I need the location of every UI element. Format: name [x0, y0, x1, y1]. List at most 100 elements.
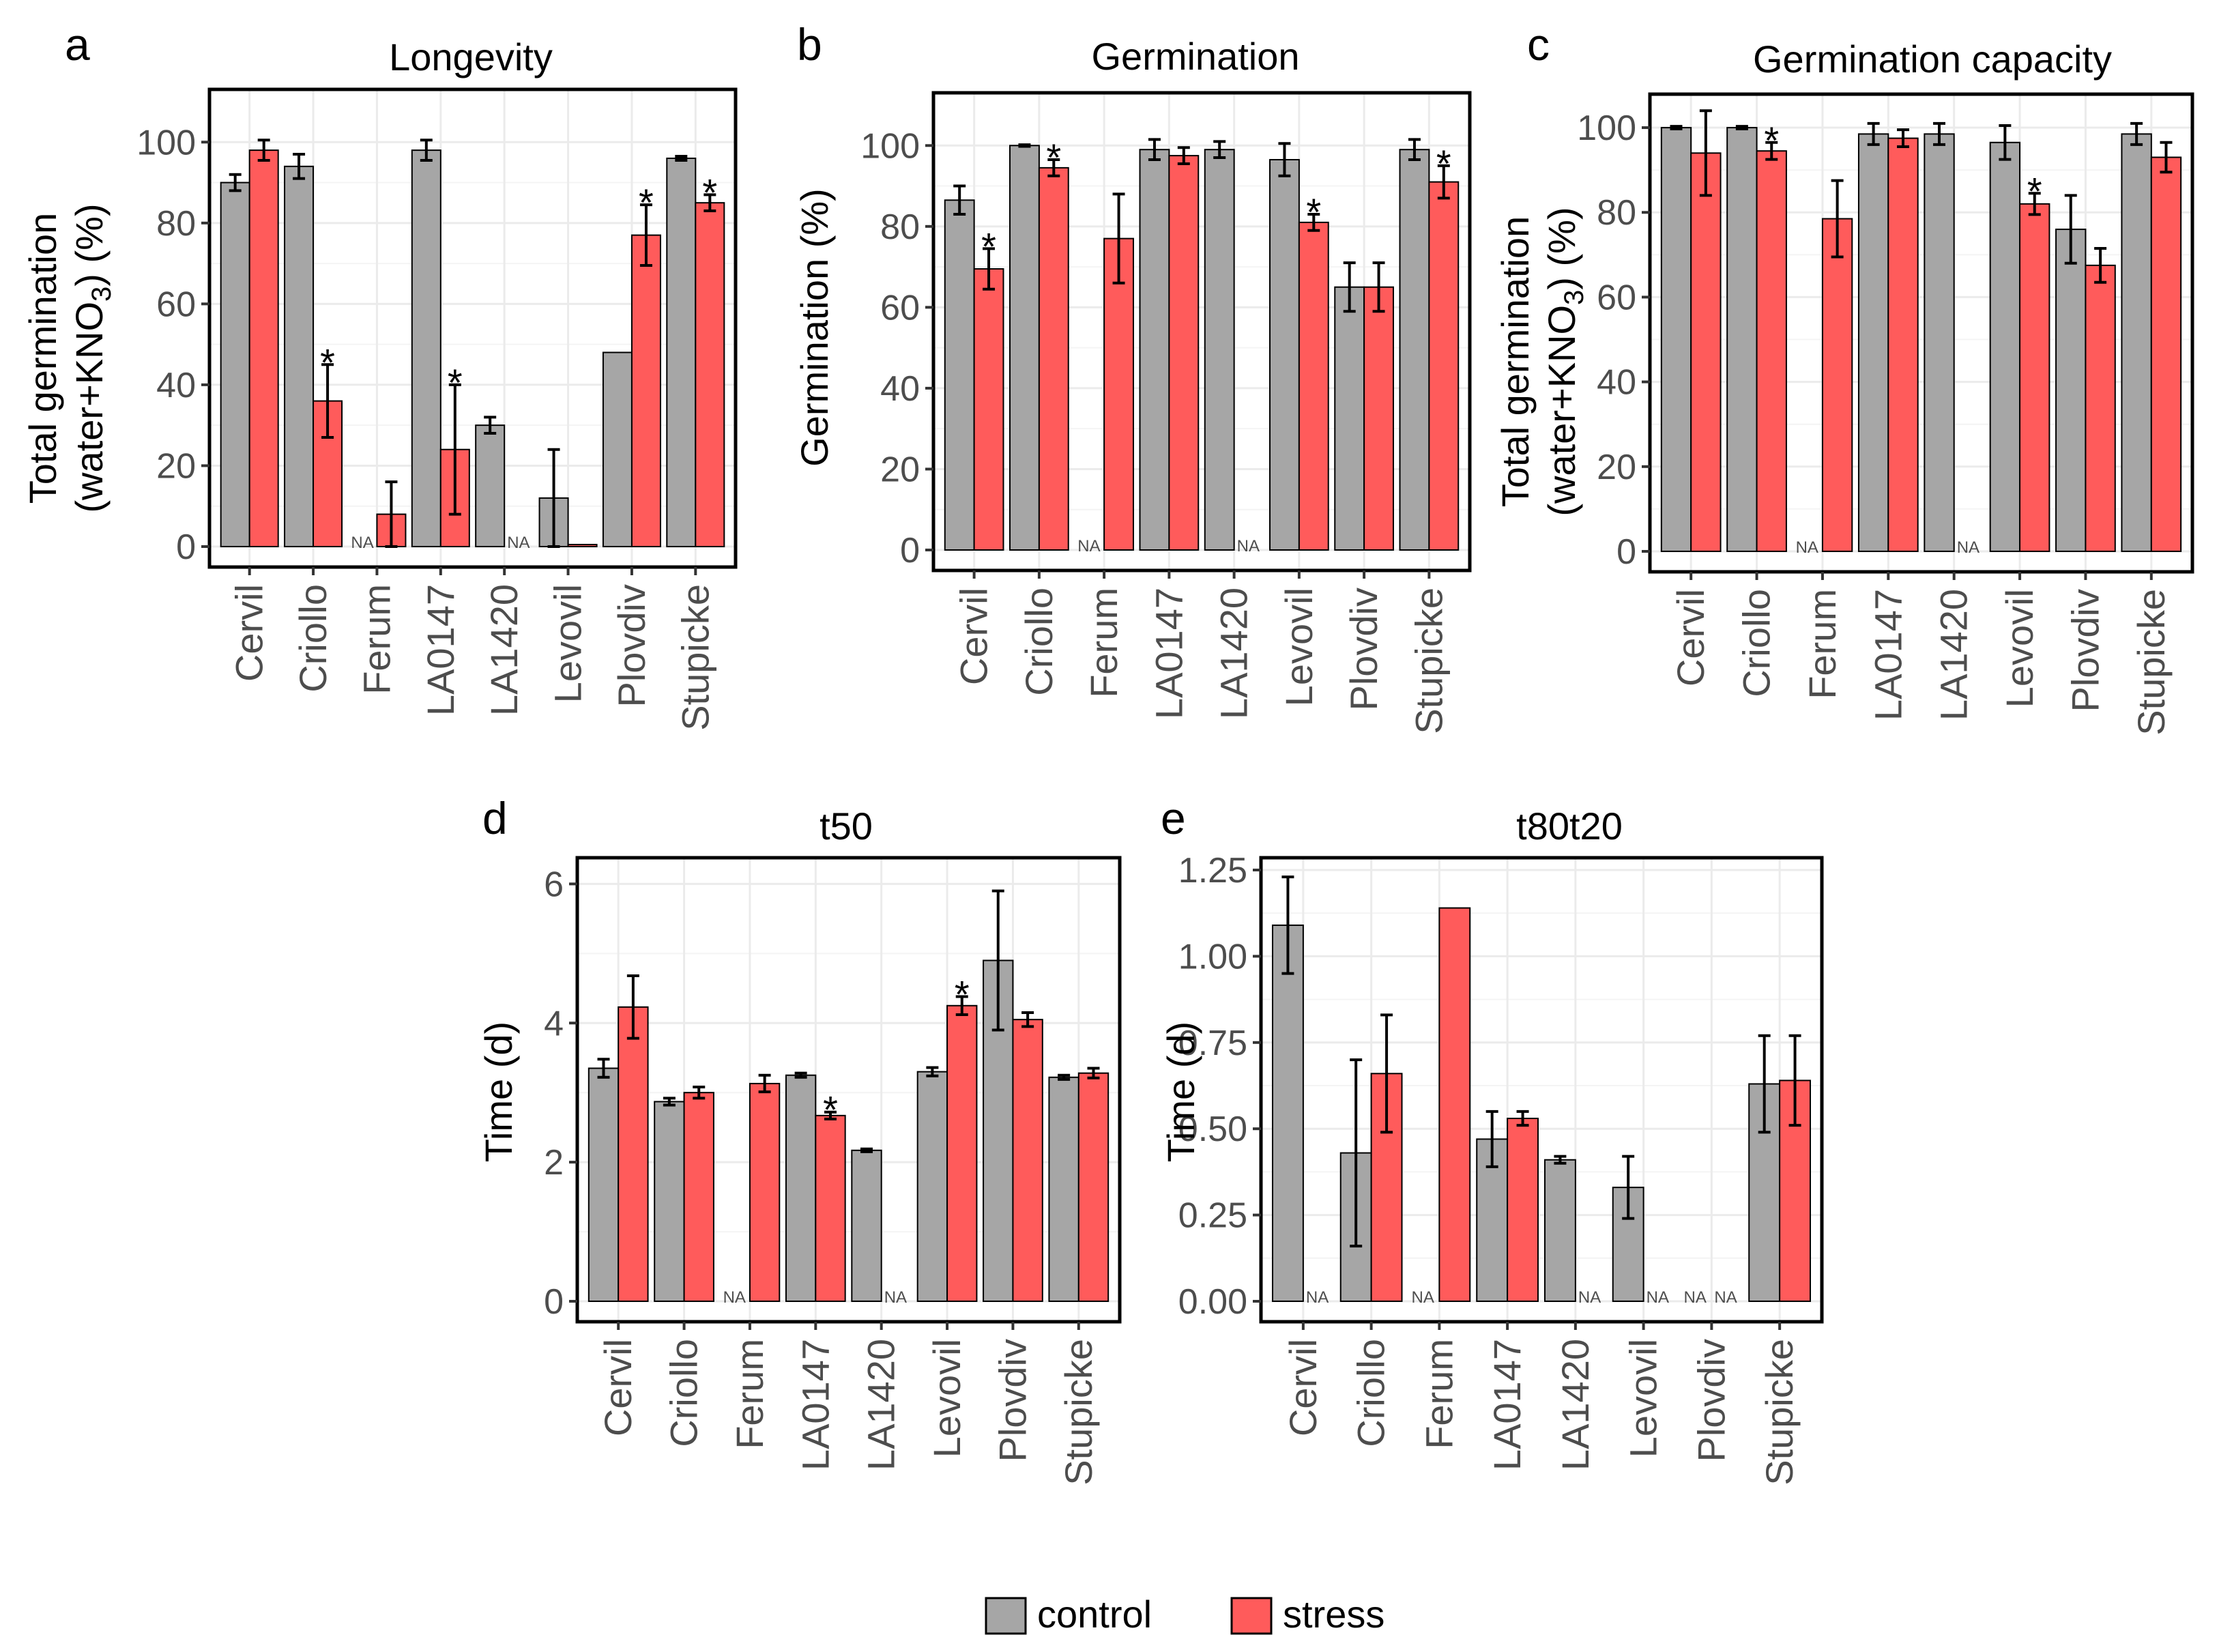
bar-stress-levovil	[1298, 221, 1329, 551]
bar-stress-ferum	[1438, 907, 1471, 1302]
bar-stress-stupicke	[1428, 181, 1460, 551]
x-tick-label: Levovil	[1277, 588, 1320, 706]
error-bar	[1622, 1155, 1635, 1220]
bar-stress-la0147	[1168, 155, 1200, 551]
x-tick-label: Stupicke	[1407, 588, 1450, 734]
error-bar	[1516, 1110, 1529, 1127]
y-tick-label: 60	[156, 285, 196, 324]
bar-control-la1420	[851, 1149, 882, 1303]
bar-stress-plovdiv	[630, 234, 661, 547]
error-bar	[1896, 128, 1909, 148]
error-bar	[1087, 1067, 1100, 1079]
x-tick-label: Ferum	[1417, 1339, 1460, 1449]
x-tick-label: Cervil	[1669, 589, 1712, 686]
bar-control-la0147	[1857, 133, 1889, 553]
legend-swatch-stress	[1230, 1597, 1273, 1635]
na-label: NA	[1714, 1288, 1737, 1307]
significance-star: *	[981, 224, 996, 267]
na-label: NA	[884, 1288, 907, 1307]
bar-stress-criollo	[1038, 166, 1069, 551]
error-bar	[547, 448, 560, 548]
bar-stress-la0147	[1507, 1118, 1539, 1302]
na-label: NA	[1578, 1288, 1601, 1307]
significance-star: *	[955, 973, 970, 1016]
significance-star: *	[2027, 169, 2042, 212]
bar-stress-cervil	[973, 268, 1004, 551]
y-tick-label: 0	[1616, 532, 1636, 572]
panel-b: * * NA NA * * 0 20 40 60 80 100 Cervil Criollo Ferum LA…	[793, 19, 1472, 734]
x-tick-label: LA1420	[860, 1339, 903, 1470]
panel-a: * NA * NA * * 0 20 40 60 80 100 Cervil Criollo Ferum LA…	[21, 19, 738, 731]
error-bar	[2160, 141, 2173, 174]
bar-stress-levovil	[2019, 203, 2050, 552]
bar-stress-ferum	[1103, 237, 1134, 551]
error-bar	[926, 1066, 939, 1077]
y-axis-label: (water+KNO3) (%)	[1540, 207, 1589, 516]
error-bar	[1735, 125, 1748, 130]
bar-stress-stupicke	[1077, 1072, 1110, 1302]
bar-control-la0147	[411, 149, 441, 548]
x-tick-label: Levovil	[547, 584, 590, 703]
na-label: NA	[1957, 538, 1979, 557]
y-tick-label: 6	[544, 865, 564, 904]
y-tick-label: 100	[136, 123, 196, 162]
error-bar	[1437, 164, 1450, 200]
y-tick-label: 0.00	[1178, 1282, 1247, 1322]
bar-stress-stupicke	[2150, 156, 2182, 552]
legend-item-control: control	[985, 1593, 1152, 1636]
x-tick-label: Plovdiv	[2063, 589, 2106, 712]
x-tick-label: Cervil	[596, 1339, 639, 1436]
error-bar	[293, 153, 306, 180]
bar-control-cervil	[1660, 127, 1692, 553]
y-tick-label: 20	[880, 450, 920, 489]
error-bar	[1758, 1034, 1771, 1134]
significance-star: *	[448, 361, 463, 404]
error-bar	[1765, 141, 1778, 161]
error-bar	[1485, 1110, 1498, 1168]
error-bar	[1281, 875, 1294, 975]
x-tick-label: LA0147	[1866, 589, 1909, 721]
na-label: NA	[1796, 538, 1818, 557]
error-bar	[639, 203, 652, 267]
y-axis-label: Germination (%)	[793, 188, 836, 467]
x-tick-label: Criollo	[1017, 588, 1060, 696]
legend-item-stress: stress	[1230, 1593, 1384, 1636]
bar-stress-la0147	[815, 1114, 846, 1303]
error-bar	[1380, 1013, 1393, 1134]
error-bar	[1867, 121, 1880, 146]
panel-letter: c	[1527, 19, 1550, 70]
bar-stress-cervil	[1690, 152, 1722, 553]
na-label: NA	[507, 534, 530, 552]
error-bar	[953, 184, 966, 216]
panel-title: Germination	[1091, 35, 1299, 78]
error-bar	[1999, 124, 2012, 161]
na-label: NA	[351, 534, 373, 552]
y-tick-label: 60	[880, 288, 920, 328]
panel-letter: a	[65, 19, 90, 70]
legend-label-control: control	[1037, 1593, 1152, 1636]
bar-control-stupicke	[1048, 1076, 1079, 1302]
significance-star: *	[1306, 190, 1321, 233]
error-bar	[321, 363, 334, 439]
na-label: NA	[723, 1288, 746, 1307]
panel-title: t80t20	[1516, 805, 1623, 847]
error-bar	[824, 1110, 837, 1120]
panel-title: Longevity	[389, 35, 553, 78]
x-tick-label: Criollo	[291, 584, 334, 693]
y-tick-label: 20	[156, 446, 196, 486]
y-tick-label: 0	[900, 531, 920, 570]
x-tick-label: Levovil	[925, 1339, 968, 1458]
y-tick-label: 1.00	[1178, 937, 1247, 976]
bar-control-criollo	[1726, 127, 1758, 553]
x-tick-label: LA1420	[1213, 588, 1256, 719]
error-bar	[2130, 121, 2143, 146]
x-tick-label: LA1420	[482, 584, 525, 716]
bar-control-stupicke	[666, 157, 697, 547]
significance-star: *	[320, 340, 335, 383]
bar-control-cervil	[588, 1067, 620, 1302]
na-label: NA	[1647, 1288, 1669, 1307]
plot-border	[931, 91, 1472, 573]
error-bar	[1788, 1034, 1801, 1127]
y-tick-label: 20	[1597, 448, 1636, 487]
